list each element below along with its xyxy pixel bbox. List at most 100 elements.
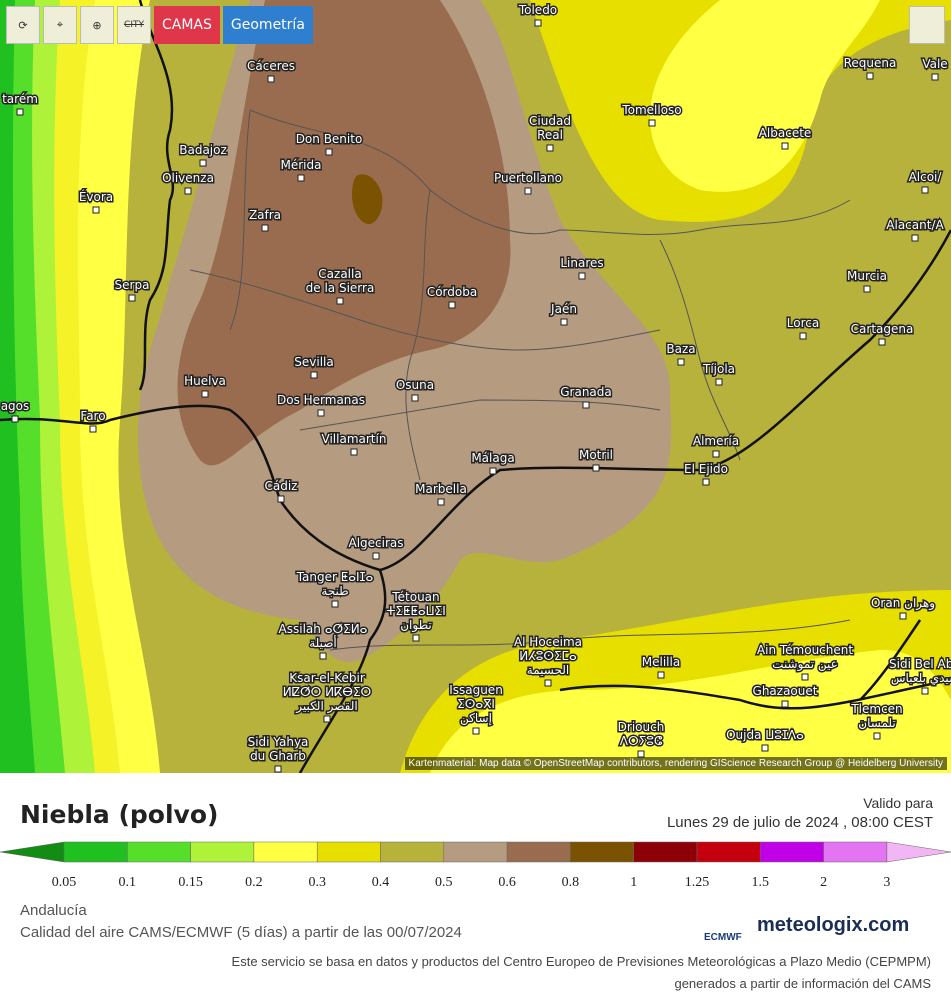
city-label: Tlemcen: [850, 702, 902, 716]
city-marker: [578, 272, 586, 280]
city-marker: [582, 401, 590, 409]
legend-swatch: [570, 841, 634, 863]
city-label: Baza: [666, 342, 695, 356]
refresh-button[interactable]: ⟳: [6, 6, 40, 44]
city-label: Olivenza: [162, 171, 214, 185]
city-label: de la Sierra: [306, 281, 375, 295]
area-yellow-ne2: [650, 0, 880, 192]
city-label: سيدي بلعباس: [891, 671, 951, 686]
city-label: El Ejido: [684, 462, 728, 476]
city-toggle-label: CITY: [124, 20, 144, 30]
source-note: Este servicio se basa en datos y product…: [231, 954, 931, 969]
city-label: Ghazaouet: [753, 684, 818, 698]
city-marker: [261, 224, 269, 232]
city-label: Motril: [579, 448, 613, 462]
legend-label: 0.6: [498, 875, 516, 890]
city-marker: [128, 294, 136, 302]
city-label: Toledo: [518, 3, 557, 17]
legend-swatch: [253, 841, 318, 863]
city-label: الحسيمة: [527, 663, 569, 677]
city-label: تطوان: [400, 618, 432, 633]
city-label: Huelva: [184, 374, 226, 388]
city-label: du Gharb: [250, 749, 306, 763]
city-label: Cazalla: [318, 267, 361, 281]
brand-logo: meteologix.com: [757, 914, 910, 936]
legend-swatch: [316, 841, 381, 863]
city-marker: [873, 732, 881, 740]
city-label: Sidi Yahya: [248, 735, 309, 749]
city-label: Driouch: [618, 720, 665, 734]
share-button[interactable]: [909, 6, 945, 44]
city-marker: [448, 301, 456, 309]
zoom-button[interactable]: ⊕: [80, 6, 114, 44]
map-title: Niebla (polvo): [20, 800, 219, 829]
city-label: Marbella: [415, 482, 467, 496]
city-marker: [761, 744, 769, 752]
city-label: Albacete: [759, 126, 812, 140]
city-label: Málaga: [471, 451, 514, 465]
valid-label: Valido para: [863, 795, 933, 811]
city-label: Ain Témouchent: [757, 643, 853, 657]
city-marker: [472, 727, 480, 735]
area-dust-mid: [177, 0, 511, 466]
camas-button[interactable]: CAMAS: [154, 6, 220, 44]
city-marker: [411, 394, 419, 402]
city-marker: [677, 358, 685, 366]
city-marker: [350, 448, 358, 456]
city-label: Tanger ⵟⴰⵏⵊⴰ: [296, 570, 374, 584]
city-label: Assilah ⴰⵚⵉⵍⴰ: [279, 622, 368, 636]
city-label: Évora: [79, 189, 113, 204]
city-label: Ksar-el-Kebir: [289, 671, 365, 685]
city-label: Osuna: [396, 378, 434, 392]
legend-swatch: [823, 841, 888, 863]
city-marker: [11, 415, 19, 423]
city-label: tarém: [2, 92, 38, 106]
area-dust-dark: [352, 174, 383, 225]
legend-swatch: [633, 841, 698, 863]
city-marker: [799, 332, 807, 340]
map-attribution: Kartenmaterial: Map data © OpenStreetMap…: [404, 757, 947, 770]
city-label: Al Hoceima: [514, 635, 582, 649]
city-marker: [323, 715, 331, 723]
city-label: Faro: [80, 409, 105, 423]
city-label: Real: [537, 128, 563, 142]
city-label: Cáceres: [247, 59, 295, 73]
legend-label: 0.15: [178, 875, 203, 890]
city-label: Don Benito: [296, 132, 363, 146]
valid-date: Lunes 29 de julio de 2024 , 08:00 CEST: [666, 814, 933, 831]
city-label: Mérida: [281, 158, 322, 172]
city-label: Tíjola: [702, 362, 735, 376]
city-marker: [921, 186, 929, 194]
location-button[interactable]: ⌖: [43, 6, 77, 44]
city-marker: [863, 285, 871, 293]
legend-label: 0.2: [245, 875, 263, 890]
region-borders: [189, 109, 851, 651]
city-label: ⴷⵔⵢⵓⵛ: [620, 734, 663, 748]
legend-swatch: [127, 841, 191, 863]
geometria-button[interactable]: Geometría: [222, 6, 313, 44]
ecmwf-logo: ECMWF: [704, 932, 742, 943]
city-marker: [310, 371, 318, 379]
city-label: agos: [1, 399, 30, 413]
city-marker: [781, 700, 789, 708]
city-marker: [648, 119, 656, 127]
legend-arrow-right: [886, 841, 951, 863]
city-label: Requena: [844, 56, 897, 70]
city-marker: [277, 495, 285, 503]
city-label: تلمسان: [858, 716, 895, 730]
legend-label: 3: [883, 875, 890, 890]
city-marker: [715, 378, 723, 386]
city-label: Jaén: [550, 302, 577, 316]
legend-swatch: [190, 841, 255, 863]
city-marker: [437, 498, 445, 506]
city-marker: [921, 687, 929, 695]
city-label: Issaguen: [449, 683, 503, 697]
legend-label: 0.4: [372, 875, 390, 890]
city-toggle[interactable]: CITY: [117, 6, 151, 44]
legend-swatch: [760, 841, 824, 863]
city-marker: [657, 671, 665, 679]
city-marker: [560, 318, 568, 326]
